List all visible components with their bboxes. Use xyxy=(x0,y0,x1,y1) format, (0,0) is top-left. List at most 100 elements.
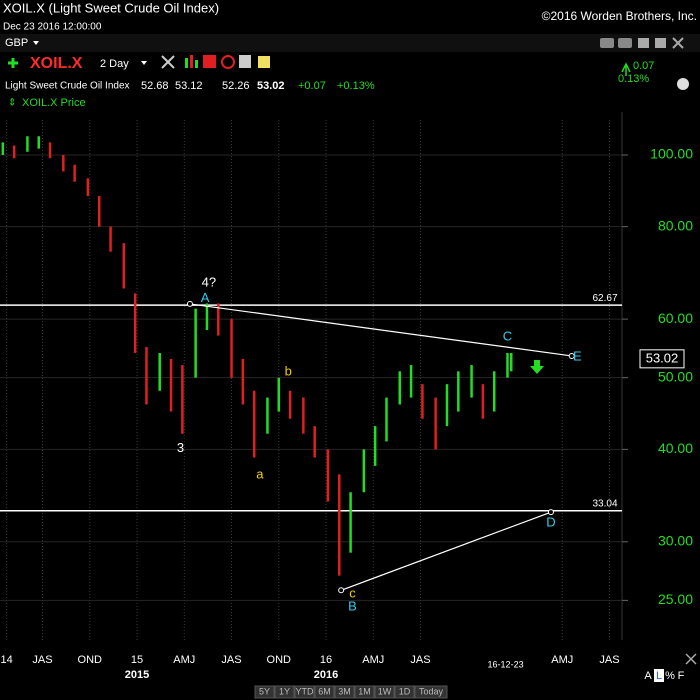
copyright: ©2016 Worden Brothers, Inc. xyxy=(542,9,697,23)
icon[interactable] xyxy=(190,55,193,68)
y-tick-label: 100.00 xyxy=(650,146,693,162)
quote-change-pct: +0.13% xyxy=(337,80,375,92)
icon[interactable] xyxy=(185,58,188,68)
button[interactable] xyxy=(655,38,666,48)
x-tick-label: JAS xyxy=(221,654,241,666)
trendline xyxy=(189,303,572,357)
scale-button[interactable]: L xyxy=(656,670,662,682)
y-tick-label: 40.00 xyxy=(658,440,693,456)
close-button[interactable] xyxy=(672,37,684,49)
range-button[interactable] xyxy=(294,685,315,699)
range-button[interactable] xyxy=(354,685,375,699)
range-label[interactable]: Today xyxy=(419,686,444,696)
range-label[interactable]: 5Y xyxy=(259,686,270,696)
icon[interactable] xyxy=(258,56,270,68)
side-change-pct: 0.13% xyxy=(618,73,649,85)
icon[interactable] xyxy=(239,55,251,68)
down-arrow xyxy=(530,360,544,374)
dropdown-arrow[interactable] xyxy=(141,61,147,65)
price-box xyxy=(639,349,685,369)
wave-label: B xyxy=(348,598,357,613)
zoom-icon[interactable] xyxy=(685,653,697,665)
x-tick-label: AMJ xyxy=(362,654,384,666)
currency[interactable]: GBP xyxy=(5,37,28,49)
x-tick-label: AMJ xyxy=(173,654,195,666)
scale-button[interactable]: F xyxy=(678,670,685,682)
range-label[interactable]: 1D xyxy=(399,686,411,696)
level-label: 33.04 xyxy=(592,498,617,509)
datetime: Dec 23 2016 12:00:00 xyxy=(3,22,102,33)
y-tick-label: 30.00 xyxy=(658,533,693,549)
trendline-anchor xyxy=(568,352,575,359)
y-tick-label: 25.00 xyxy=(658,591,693,607)
level-label: 62.67 xyxy=(592,293,617,304)
x-tick-label: OND xyxy=(78,654,103,666)
y-tick-label: 80.00 xyxy=(658,217,693,233)
wave-label: A xyxy=(201,290,210,305)
x-tick-label: OND xyxy=(267,654,292,666)
tool-icons xyxy=(161,55,270,69)
icon[interactable] xyxy=(195,60,198,68)
range-button[interactable] xyxy=(334,685,355,699)
x-tick-label: JAS xyxy=(32,654,52,666)
range-button[interactable] xyxy=(254,685,275,699)
x-tick-label: AMJ xyxy=(551,654,573,666)
range-label[interactable]: 1M xyxy=(358,686,371,696)
range-button[interactable] xyxy=(394,685,415,699)
icon[interactable] xyxy=(221,55,235,69)
wave-label: b xyxy=(285,363,292,378)
toolbar xyxy=(0,34,700,52)
quote-high: 53.12 xyxy=(175,80,203,92)
trendline-anchor xyxy=(338,587,345,594)
quote-change: +0.07 xyxy=(298,80,326,92)
range-button[interactable] xyxy=(414,685,448,699)
range-button[interactable] xyxy=(374,685,395,699)
series-label[interactable]: XOIL.X Price xyxy=(22,97,86,109)
date-marker: 16-12-23 xyxy=(488,659,524,669)
year-label: 2016 xyxy=(314,669,338,681)
tools-icon[interactable] xyxy=(161,55,175,69)
y-tick-label: 50.00 xyxy=(658,368,693,384)
trendline xyxy=(340,511,552,591)
range-label[interactable]: 3M xyxy=(338,686,351,696)
year-label: 2015 xyxy=(125,669,149,681)
x-tick-label: 14 xyxy=(0,654,12,666)
palette-icon[interactable] xyxy=(677,78,689,90)
side-change: 0.07 xyxy=(633,60,654,72)
range-label[interactable]: 6M xyxy=(318,686,331,696)
updown-icon: ⇕ xyxy=(8,98,16,109)
quote-last: 53.02 xyxy=(257,80,285,92)
y-tick-label: 60.00 xyxy=(658,310,693,326)
add-button[interactable] xyxy=(8,58,18,68)
wave-label: 4? xyxy=(202,275,216,290)
symbol[interactable]: XOIL.X xyxy=(30,55,83,72)
range-buttons: 5Y 1Y YTD 6M 3M 1M 1W 1D Today xyxy=(254,685,448,699)
up-arrow xyxy=(621,62,631,76)
button[interactable] xyxy=(618,38,632,48)
button[interactable] xyxy=(638,38,649,48)
scale-buttons: A L% F xyxy=(644,669,685,682)
scale-button[interactable]: % xyxy=(665,670,675,682)
trendline-anchor xyxy=(547,509,554,516)
quote-open: 52.68 xyxy=(141,80,169,92)
plot: 14 JAS OND 15 AMJ JAS OND 16 AMJ JAS AMJ JAS 2015 201… xyxy=(0,120,693,681)
wave-label: a xyxy=(256,467,264,482)
wave-label: E xyxy=(573,349,582,364)
x-tick-label: JAS xyxy=(410,654,430,666)
range-label[interactable]: YTD xyxy=(296,686,315,696)
range-label[interactable]: 1W xyxy=(378,686,392,696)
range-button[interactable] xyxy=(314,685,335,699)
scale-button[interactable]: A xyxy=(644,670,652,682)
dropdown-arrow[interactable] xyxy=(33,41,39,45)
window-buttons xyxy=(600,37,684,49)
range-button[interactable] xyxy=(274,685,295,699)
trendline-anchor xyxy=(186,300,193,307)
x-tick-label: JAS xyxy=(599,654,619,666)
button[interactable] xyxy=(600,38,614,48)
period[interactable]: 2 Day xyxy=(100,58,129,70)
quote-name: Light Sweet Crude Oil Index xyxy=(5,81,130,92)
icon[interactable] xyxy=(203,55,216,68)
range-label[interactable]: 1Y xyxy=(279,686,290,696)
